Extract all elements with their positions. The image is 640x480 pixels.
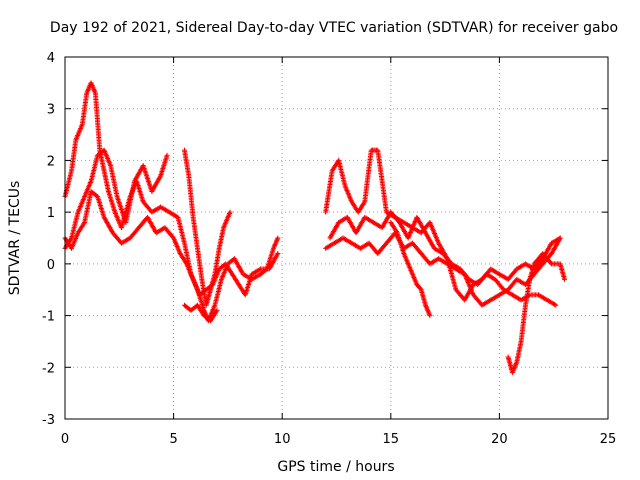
tick-labels: 0 5 10 15 20 25 -3 -2 -1 0 1 2 3 4: [42, 51, 616, 447]
data-point: [227, 209, 233, 215]
series-trace-b: [62, 147, 170, 251]
y-tick-label: -2: [42, 361, 55, 376]
data-point: [557, 235, 563, 241]
x-axis-label: GPS time / hours: [277, 459, 394, 475]
y-tick-label: 1: [47, 206, 55, 221]
y-tick-label: 4: [47, 51, 55, 66]
series-trace-h: [327, 209, 559, 308]
data-point: [427, 313, 433, 319]
y-tick-label: 2: [47, 154, 55, 169]
plot-frame: [64, 56, 609, 420]
data-point: [548, 260, 554, 266]
series-trace-e: [181, 302, 220, 324]
y-tick-label: -3: [42, 413, 55, 428]
axis-ticks: [64, 56, 609, 420]
data-point: [562, 276, 568, 282]
data-point: [275, 235, 281, 241]
data-point: [214, 307, 220, 313]
y-tick-label: 3: [47, 103, 55, 118]
x-tick-label: 25: [600, 432, 617, 447]
series-trace-j: [505, 251, 568, 375]
data-point: [164, 152, 170, 158]
x-tick-label: 5: [169, 432, 177, 447]
y-tick-label: 0: [47, 258, 55, 273]
chart-title: Day 192 of 2021, Sidereal Day-to-day VTE…: [50, 20, 618, 36]
x-tick-label: 0: [61, 432, 69, 447]
data-point: [553, 302, 559, 308]
data-point: [170, 234, 176, 240]
series-trace-i: [388, 219, 433, 319]
data-markers: [62, 80, 568, 375]
y-tick-label: -1: [42, 310, 55, 325]
grid-lines: [65, 57, 608, 419]
x-tick-label: 15: [383, 432, 400, 447]
data-point: [275, 251, 281, 257]
x-tick-label: 10: [274, 432, 291, 447]
y-axis-label: SDTVAR / TECUs: [7, 181, 23, 296]
x-tick-label: 20: [491, 432, 508, 447]
series-trace-d: [181, 147, 233, 308]
series-trace-c: [62, 188, 281, 298]
